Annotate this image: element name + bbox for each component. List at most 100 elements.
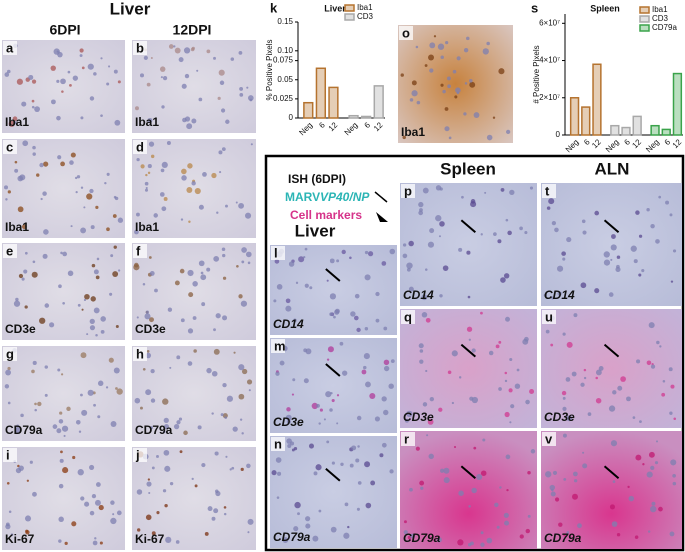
- nucleus: [213, 348, 220, 355]
- nucleus: [56, 115, 61, 121]
- nucleus: [183, 47, 191, 54]
- nucleus: [159, 192, 165, 197]
- nucleus: [379, 453, 384, 458]
- nucleus: [58, 539, 62, 543]
- nucleus: [84, 293, 90, 300]
- nucleus: [282, 537, 289, 543]
- nucleus: [92, 540, 98, 546]
- nucleus: [313, 471, 318, 476]
- nucleus: [418, 343, 424, 349]
- nucleus: [577, 523, 582, 529]
- nucleus: [150, 56, 153, 59]
- nucleus: [636, 359, 641, 364]
- nucleus: [239, 418, 243, 421]
- nucleus: [66, 406, 71, 412]
- bar: [373, 85, 384, 119]
- nucleus: [13, 300, 21, 307]
- nucleus: [562, 257, 566, 261]
- nucleus: [458, 376, 462, 379]
- nucleus: [672, 473, 676, 478]
- nucleus: [655, 440, 659, 443]
- x-tick-label: 6: [317, 120, 327, 130]
- nucleus: [646, 207, 650, 212]
- nucleus: [211, 370, 218, 377]
- nucleus: [70, 225, 73, 228]
- nucleus: [524, 231, 528, 235]
- nucleus: [145, 173, 148, 177]
- nucleus: [151, 466, 155, 470]
- nucleus: [5, 369, 12, 376]
- nucleus: [116, 510, 122, 516]
- ish-marv-genes: VP40/NP: [320, 190, 370, 204]
- nucleus: [184, 73, 190, 79]
- nucleus: [349, 256, 352, 260]
- nucleus: [198, 204, 204, 210]
- nucleus: [147, 164, 152, 169]
- nucleus: [286, 419, 291, 424]
- nucleus: [24, 251, 28, 255]
- nucleus: [509, 189, 515, 196]
- nucleus: [582, 230, 587, 235]
- nucleus: [14, 427, 21, 434]
- nucleus: [134, 106, 139, 111]
- nucleus: [32, 152, 36, 156]
- nucleus: [355, 458, 360, 463]
- nucleus: [56, 79, 60, 83]
- nucleus: [80, 352, 87, 359]
- nucleus: [140, 406, 143, 410]
- nucleus: [562, 396, 566, 400]
- nucleus: [336, 394, 340, 397]
- nucleus: [438, 407, 443, 412]
- nucleus: [175, 540, 180, 544]
- bar: [569, 97, 580, 136]
- chart-title: Spleen: [590, 3, 620, 13]
- nucleus: [201, 302, 206, 307]
- nucleus: [436, 537, 442, 543]
- nucleus: [383, 359, 390, 366]
- nucleus: [331, 461, 335, 465]
- label-bg: [401, 310, 415, 324]
- nucleus: [97, 380, 104, 386]
- nucleus: [94, 537, 97, 540]
- nucleus: [419, 359, 424, 364]
- nucleus: [95, 275, 100, 280]
- nucleus: [440, 55, 444, 59]
- nucleus: [206, 49, 211, 54]
- nucleus: [646, 360, 652, 366]
- nucleus: [495, 344, 500, 349]
- x-tick-label: 6: [363, 120, 373, 130]
- label-bg: [3, 41, 17, 55]
- nucleus: [156, 511, 160, 515]
- bar: [650, 124, 660, 136]
- stain-label: CD14: [544, 288, 575, 302]
- nucleus: [169, 482, 174, 486]
- nucleus: [89, 318, 95, 324]
- nucleus: [36, 173, 40, 177]
- nucleus: [62, 301, 65, 305]
- nucleus: [484, 191, 487, 194]
- nucleus: [285, 298, 291, 304]
- nucleus: [279, 360, 285, 366]
- nucleus: [72, 75, 79, 81]
- nucleus: [44, 393, 48, 397]
- x-tick-label: Neg: [343, 121, 360, 138]
- nucleus: [145, 186, 148, 190]
- nucleus: [196, 69, 199, 72]
- nucleus: [466, 326, 473, 332]
- nucleus: [635, 454, 642, 461]
- nucleus: [60, 251, 63, 255]
- micrograph: [2, 243, 125, 340]
- nucleus: [112, 214, 117, 218]
- nucleus: [444, 126, 450, 132]
- panel-letter: b: [136, 40, 144, 55]
- nucleus: [439, 294, 443, 298]
- nucleus: [173, 423, 180, 430]
- nucleus: [8, 120, 15, 127]
- arrow: [325, 268, 341, 282]
- nucleus: [298, 256, 305, 263]
- nucleus: [154, 288, 158, 293]
- nucleus: [97, 415, 101, 419]
- nucleus: [166, 141, 171, 145]
- nucleus: [162, 398, 169, 405]
- nucleus: [62, 251, 68, 257]
